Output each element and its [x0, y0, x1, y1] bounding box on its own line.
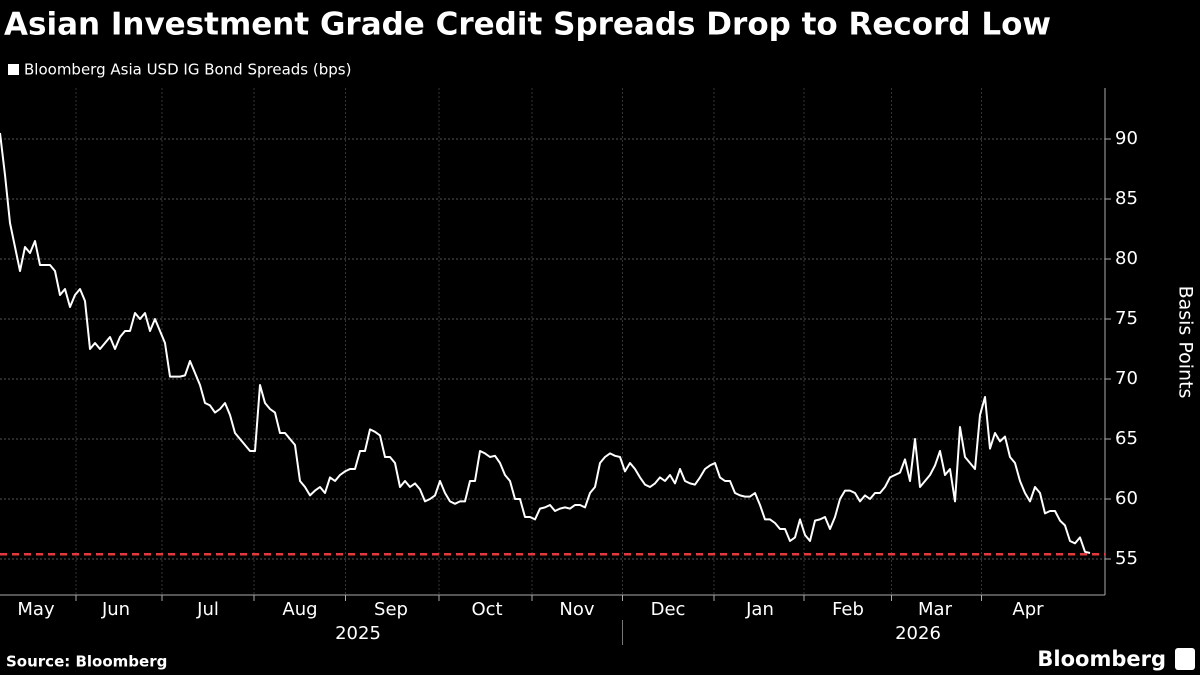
chart-title: Asian Investment Grade Credit Spreads Dr… — [4, 7, 1051, 43]
y-tick-label: 75 — [1115, 308, 1138, 329]
x-tick-label: Jan — [745, 599, 774, 620]
x-tick-label: Apr — [1012, 599, 1044, 620]
x-tick-label: Aug — [282, 599, 317, 620]
y-tick-label: 80 — [1115, 248, 1138, 269]
y-tick-label: 90 — [1115, 128, 1138, 149]
year-label: 2025 — [335, 623, 381, 644]
x-tick-label: Jul — [196, 599, 219, 620]
year-label: 2026 — [895, 623, 941, 644]
x-tick-label: Oct — [471, 599, 502, 620]
logo-icon — [1175, 648, 1195, 670]
x-tick-label: May — [17, 599, 55, 620]
x-tick-label: Dec — [651, 599, 686, 620]
y-tick-label: 85 — [1115, 188, 1138, 209]
legend-swatch — [8, 64, 19, 75]
logo: Bloomberg — [1037, 647, 1166, 671]
x-tick-label: Feb — [832, 599, 864, 620]
legend-label: Bloomberg Asia USD IG Bond Spreads (bps) — [24, 61, 351, 79]
y-tick-label: 70 — [1115, 368, 1138, 389]
y-axis-label: Basis Points — [1175, 286, 1197, 399]
source: Source: Bloomberg — [6, 653, 167, 671]
y-tick-label: 60 — [1115, 488, 1138, 509]
series-line — [0, 132, 1091, 554]
y-tick-label: 65 — [1115, 428, 1138, 449]
x-tick-label: Jun — [101, 599, 130, 620]
x-tick-label: Sep — [374, 599, 408, 620]
y-tick-label: 55 — [1115, 548, 1138, 569]
x-tick-label: Mar — [918, 599, 953, 620]
x-tick-label: Nov — [559, 599, 594, 620]
